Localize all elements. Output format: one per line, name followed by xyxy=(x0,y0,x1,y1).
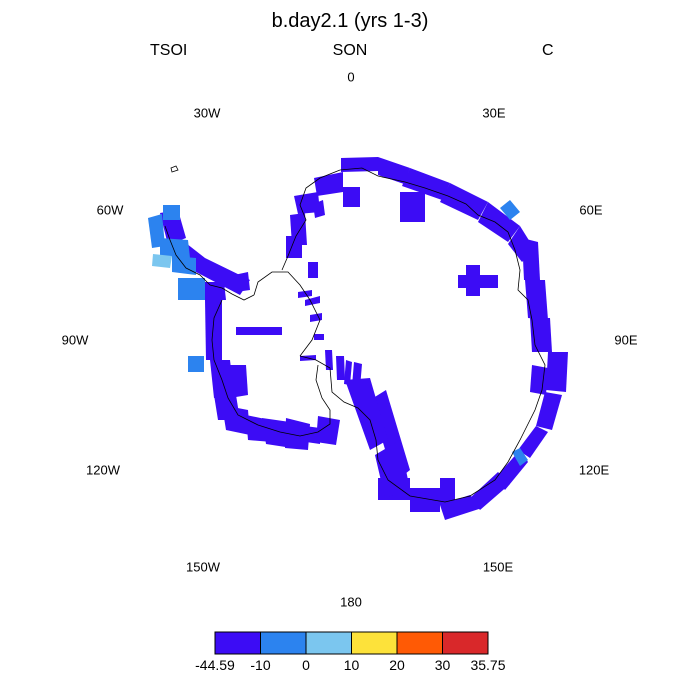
lon-label-0: 0 xyxy=(347,69,355,85)
colorbar-swatch xyxy=(260,631,307,655)
lon-label-180: 180 xyxy=(340,594,362,610)
lon-label-150w: 150W xyxy=(186,559,220,575)
lon-label-90w: 90W xyxy=(61,332,89,348)
colorbar-swatch xyxy=(305,631,352,655)
land-cell xyxy=(188,356,204,372)
colorbar-swatch xyxy=(396,631,443,655)
lon-label-90e: 90E xyxy=(614,332,638,348)
lon-label-60w: 60W xyxy=(96,202,124,218)
land-cell xyxy=(298,290,312,298)
land-cells xyxy=(160,157,568,520)
map-title: b.day2.1 (yrs 1-3) xyxy=(271,10,429,32)
land-cell xyxy=(375,440,410,498)
variable-label: TSOI xyxy=(150,42,188,59)
land-cell xyxy=(314,334,324,340)
lon-label-120e: 120E xyxy=(578,462,610,478)
land-cell xyxy=(234,272,250,292)
colorbar-swatch xyxy=(351,631,398,655)
land-cell xyxy=(536,392,562,430)
colorbar-label: -44.59 xyxy=(195,657,235,673)
lon-label-30w: 30W xyxy=(193,105,221,121)
land-cell xyxy=(378,157,410,184)
land-cell xyxy=(341,157,378,172)
land-cell xyxy=(294,192,320,214)
land-cell xyxy=(313,200,325,218)
land-cell xyxy=(236,327,282,335)
land-cell xyxy=(163,205,180,220)
land-cell xyxy=(336,356,345,380)
land-cell xyxy=(314,172,343,196)
colorbar-label: 0 xyxy=(302,657,310,673)
land-cell xyxy=(530,365,548,395)
land-cell xyxy=(305,296,320,306)
lon-label-150e: 150E xyxy=(482,559,514,575)
land-cell xyxy=(352,362,362,388)
colorbar-label: 35.75 xyxy=(470,657,505,673)
land-cell xyxy=(344,360,352,385)
lon-label-30e: 30E xyxy=(482,105,506,121)
colorbar-label: 10 xyxy=(344,657,360,673)
colorbar-swatch xyxy=(442,631,489,655)
season-label: SON xyxy=(332,42,368,59)
land-cell xyxy=(530,318,552,352)
land-cell xyxy=(470,472,510,510)
land-cell xyxy=(440,495,482,520)
lon-label-120w: 120W xyxy=(86,462,120,478)
land-cell xyxy=(512,448,528,466)
land-cell xyxy=(178,278,205,300)
land-cell xyxy=(228,365,248,398)
land-cell xyxy=(458,265,498,296)
land-cell xyxy=(522,238,540,280)
land-cell xyxy=(205,300,222,360)
land-cell xyxy=(262,418,292,448)
land-cell xyxy=(310,313,322,322)
land-cell xyxy=(518,426,548,458)
colorbar-swatch xyxy=(214,631,261,655)
land-cell xyxy=(500,200,520,220)
land-cell xyxy=(525,280,548,320)
coastline xyxy=(164,165,546,503)
land-cell xyxy=(546,352,568,392)
land-cell xyxy=(478,202,520,242)
land-cell xyxy=(222,405,250,435)
land-cell xyxy=(345,378,388,450)
land-cell xyxy=(440,183,488,220)
land-cell xyxy=(160,238,190,258)
land-cell xyxy=(316,416,340,445)
land-cell xyxy=(440,478,455,505)
land-cell xyxy=(325,350,333,370)
land-cell xyxy=(343,187,360,207)
land-cell xyxy=(203,282,226,300)
colorbar-label: -10 xyxy=(250,657,270,673)
land-cell xyxy=(176,240,250,295)
land-cell xyxy=(286,236,302,258)
land-cell xyxy=(285,418,310,450)
land-cell xyxy=(308,262,318,278)
colorbar-label: 30 xyxy=(435,657,451,673)
land-cell xyxy=(400,192,425,222)
colorbar-label: 20 xyxy=(389,657,405,673)
lon-label-60e: 60E xyxy=(579,202,603,218)
land-cell xyxy=(410,488,440,512)
land-cell xyxy=(152,254,172,268)
units-label: C xyxy=(542,42,554,59)
land-cell xyxy=(402,168,450,200)
